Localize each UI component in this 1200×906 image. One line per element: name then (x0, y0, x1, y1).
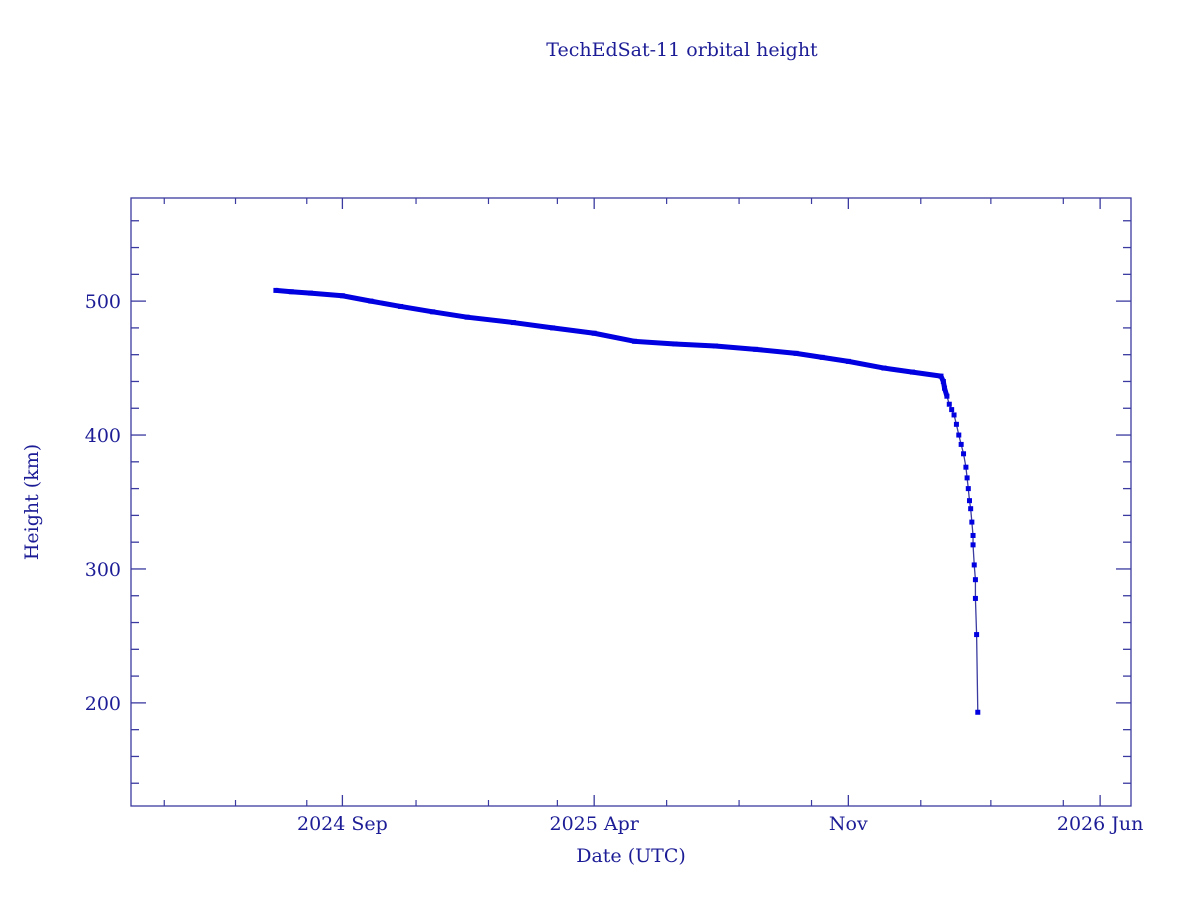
chart-title: TechEdSat-11 orbital height (546, 39, 818, 61)
data-point (845, 358, 851, 364)
data-point (974, 632, 980, 638)
y-axis-label: Height (km) (21, 444, 43, 560)
data-point (909, 369, 915, 375)
x-tick-label: Nov (829, 813, 868, 835)
data-point (938, 373, 944, 379)
data-point (951, 412, 957, 418)
data-point (368, 298, 374, 304)
data-point (968, 506, 974, 512)
x-tick-label: 2026 Jun (1057, 813, 1143, 835)
data-point (970, 532, 976, 538)
data-point (339, 293, 345, 299)
data-point (793, 350, 799, 356)
data-point (464, 314, 470, 320)
data-point (946, 401, 952, 407)
data-point (961, 451, 967, 457)
data-point (288, 289, 294, 295)
data-point (966, 498, 972, 504)
data-point (969, 519, 975, 525)
data-point (949, 407, 955, 413)
data-point (307, 290, 313, 296)
data-point (975, 709, 981, 715)
data-point (942, 385, 948, 391)
data-point (970, 542, 976, 548)
data-point (964, 475, 970, 481)
data-point (958, 441, 964, 447)
data-point (881, 365, 887, 371)
data-point (430, 309, 436, 315)
y-tick-label: 300 (85, 559, 121, 581)
data-point (971, 562, 977, 568)
data-point (819, 354, 825, 360)
data-point (510, 320, 516, 326)
series-height (273, 287, 981, 715)
data-point (940, 378, 946, 384)
x-axis-label: Date (UTC) (576, 845, 686, 867)
data-point (632, 338, 638, 344)
x-tick-labels: 2024 Sep 2025 Apr Nov 2026 Jun (297, 813, 1143, 835)
data-point (712, 343, 718, 349)
plot-frame (130, 197, 1132, 807)
axis-ticks (131, 198, 1131, 806)
data-point (591, 330, 597, 336)
series-line-dense (275, 287, 950, 397)
data-point (273, 287, 279, 293)
y-tick-label: 500 (85, 291, 121, 313)
data-point (956, 432, 962, 438)
data-point (963, 464, 969, 470)
data-point (953, 421, 959, 427)
data-point (965, 486, 971, 492)
data-point (972, 595, 978, 601)
x-tick-label: 2025 Apr (550, 813, 640, 835)
data-point (753, 346, 759, 352)
y-tick-label: 200 (85, 693, 121, 715)
data-point (944, 393, 950, 399)
y-tick-labels: 200 300 400 500 (85, 291, 121, 715)
y-tick-label: 400 (85, 425, 121, 447)
data-point (550, 325, 556, 331)
x-tick-label: 2024 Sep (297, 813, 388, 835)
data-point (972, 577, 978, 583)
data-point (672, 341, 678, 347)
data-point (398, 303, 404, 309)
